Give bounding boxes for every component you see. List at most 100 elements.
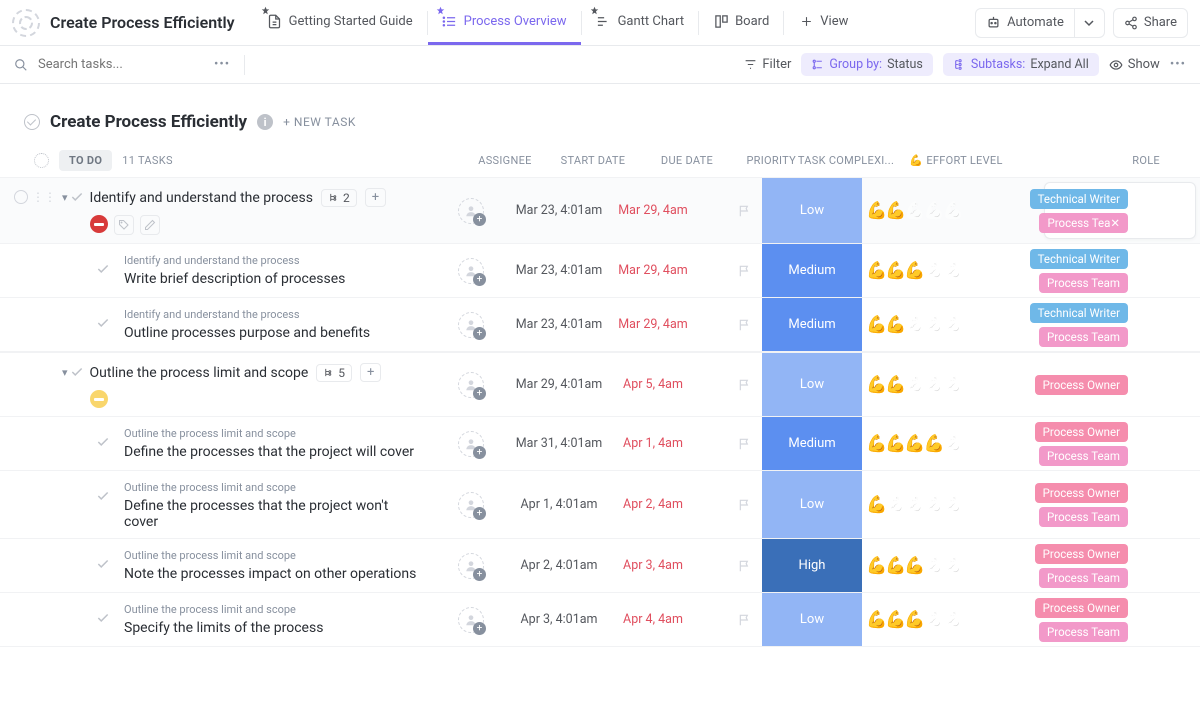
- task-row[interactable]: Outline the process limit and scopeNote …: [0, 539, 1200, 593]
- check-icon[interactable]: [96, 252, 118, 276]
- due-date-cell[interactable]: Apr 5, 4am: [608, 353, 698, 416]
- effort-cell[interactable]: 💪💪💪💪💪: [862, 417, 982, 470]
- role-tag[interactable]: Process Team: [1039, 507, 1128, 527]
- complexity-cell[interactable]: Medium: [762, 298, 862, 351]
- role-tag[interactable]: Technical Writer: [1030, 303, 1128, 323]
- search-more-icon[interactable]: •••: [214, 57, 230, 72]
- assignee-add-icon[interactable]: [458, 553, 484, 579]
- role-cell[interactable]: Technical Writer Process Tea✕: [982, 178, 1140, 243]
- task-row[interactable]: ▾Outline the process limit and scope 5+M…: [0, 352, 1200, 417]
- task-row[interactable]: Outline the process limit and scopeSpeci…: [0, 593, 1200, 647]
- assignee-cell[interactable]: [432, 353, 510, 416]
- task-row[interactable]: ⋮⋮▾Identify and understand the process 2…: [0, 177, 1200, 244]
- assignee-cell[interactable]: [432, 178, 510, 243]
- role-cell[interactable]: Technical Writer Process Team: [982, 298, 1140, 351]
- effort-cell[interactable]: 💪💪💪💪💪: [862, 539, 982, 592]
- task-row[interactable]: Outline the process limit and scopeDefin…: [0, 417, 1200, 471]
- task-row[interactable]: Identify and understand the processWrite…: [0, 244, 1200, 298]
- check-icon[interactable]: [96, 479, 118, 503]
- task-row[interactable]: Identify and understand the processOutli…: [0, 298, 1200, 352]
- start-date-cell[interactable]: Mar 23, 4:01am: [510, 244, 608, 297]
- priority-cell[interactable]: [698, 353, 762, 416]
- status-pill[interactable]: TO DO: [59, 150, 112, 171]
- group-by-button[interactable]: Group by: Status: [801, 53, 932, 76]
- role-tag[interactable]: Process Team: [1039, 622, 1128, 642]
- assignee-add-icon[interactable]: [458, 431, 484, 457]
- subtasks-button[interactable]: Subtasks: Expand All: [943, 53, 1099, 76]
- tab-gantt-chart[interactable]: Gantt Chart: [582, 0, 699, 45]
- add-subtask-button[interactable]: +: [360, 363, 381, 382]
- col-start-date[interactable]: START DATE: [544, 154, 642, 167]
- role-cell[interactable]: Technical Writer Process Team: [982, 244, 1140, 297]
- role-tag[interactable]: Process Team: [1039, 273, 1128, 293]
- due-date-cell[interactable]: Mar 29, 4am: [608, 298, 698, 351]
- role-cell[interactable]: Process Owner: [982, 353, 1140, 416]
- effort-cell[interactable]: 💪💪💪💪💪: [862, 593, 982, 646]
- subtask-count[interactable]: 5: [316, 364, 352, 382]
- role-cell[interactable]: Process OwnerProcess Team: [982, 593, 1140, 646]
- search-input[interactable]: [38, 57, 204, 72]
- expand-toggle[interactable]: ▾: [62, 186, 84, 204]
- start-date-cell[interactable]: Apr 1, 4:01am: [510, 471, 608, 538]
- priority-cell[interactable]: [698, 471, 762, 538]
- start-date-cell[interactable]: Apr 2, 4:01am: [510, 539, 608, 592]
- assignee-add-icon[interactable]: [458, 372, 484, 398]
- start-date-cell[interactable]: Mar 31, 4:01am: [510, 417, 608, 470]
- col-assignee[interactable]: ASSIGNEE: [466, 154, 544, 167]
- role-tag[interactable]: Technical Writer: [1030, 189, 1128, 209]
- assignee-cell[interactable]: [432, 298, 510, 351]
- info-icon[interactable]: i: [257, 114, 273, 130]
- col-effort[interactable]: 💪 EFFORT LEVEL: [896, 154, 1016, 167]
- check-icon[interactable]: [96, 425, 118, 449]
- complexity-cell[interactable]: Low: [762, 178, 862, 243]
- start-date-cell[interactable]: Apr 3, 4:01am: [510, 593, 608, 646]
- tab-view[interactable]: View: [784, 0, 862, 45]
- assignee-add-icon[interactable]: [458, 492, 484, 518]
- role-tag[interactable]: Process Owner: [1035, 483, 1128, 503]
- start-date-cell[interactable]: Mar 23, 4:01am: [510, 178, 608, 243]
- toolbar-more-icon[interactable]: •••: [1170, 57, 1186, 72]
- automate-button[interactable]: Automate: [975, 8, 1075, 38]
- show-button[interactable]: Show: [1109, 57, 1160, 72]
- assignee-add-icon[interactable]: [458, 198, 484, 224]
- assignee-cell[interactable]: [432, 593, 510, 646]
- task-row[interactable]: Outline the process limit and scopeDefin…: [0, 471, 1200, 539]
- role-tag[interactable]: Process Team: [1039, 568, 1128, 588]
- filter-button[interactable]: Filter: [744, 57, 791, 72]
- effort-cell[interactable]: 💪💪💪💪💪: [862, 298, 982, 351]
- effort-cell[interactable]: 💪💪💪💪💪: [862, 471, 982, 538]
- col-priority[interactable]: PRIORITY: [732, 154, 796, 167]
- role-tag[interactable]: Process Tea✕: [1039, 213, 1128, 233]
- assignee-cell[interactable]: [432, 417, 510, 470]
- status-icon[interactable]: [90, 215, 108, 233]
- due-date-cell[interactable]: Apr 4, 4am: [608, 593, 698, 646]
- complexity-cell[interactable]: High: [762, 539, 862, 592]
- due-date-cell[interactable]: Apr 1, 4am: [608, 417, 698, 470]
- priority-cell[interactable]: [698, 539, 762, 592]
- priority-cell[interactable]: [698, 417, 762, 470]
- status-icon[interactable]: [90, 390, 108, 408]
- role-tag[interactable]: Process Owner: [1035, 375, 1128, 395]
- complexity-cell[interactable]: Medium: [762, 244, 862, 297]
- check-icon[interactable]: [96, 306, 118, 330]
- priority-cell[interactable]: [698, 593, 762, 646]
- assignee-add-icon[interactable]: [458, 607, 484, 633]
- assignee-add-icon[interactable]: [458, 312, 484, 338]
- role-cell[interactable]: Process Owner Process Team: [982, 471, 1140, 538]
- tab-process-overview[interactable]: Process Overview: [428, 0, 581, 45]
- complexity-cell[interactable]: Low: [762, 471, 862, 538]
- check-icon[interactable]: [96, 601, 118, 625]
- assignee-add-icon[interactable]: [458, 258, 484, 284]
- col-role[interactable]: ROLE: [1016, 154, 1174, 167]
- role-tag[interactable]: Technical Writer: [1030, 249, 1128, 269]
- complexity-cell[interactable]: Medium: [762, 417, 862, 470]
- drag-handle-icon[interactable]: ⋮⋮: [32, 193, 56, 201]
- effort-cell[interactable]: 💪💪💪💪💪: [862, 178, 982, 243]
- due-date-cell[interactable]: Mar 29, 4am: [608, 178, 698, 243]
- role-cell[interactable]: Process OwnerProcess Team: [982, 539, 1140, 592]
- effort-cell[interactable]: 💪💪💪💪💪: [862, 244, 982, 297]
- edit-icon[interactable]: [140, 215, 160, 235]
- role-tag[interactable]: Process Team: [1039, 327, 1128, 347]
- tab-board[interactable]: Board: [699, 0, 783, 45]
- priority-cell[interactable]: [698, 178, 762, 243]
